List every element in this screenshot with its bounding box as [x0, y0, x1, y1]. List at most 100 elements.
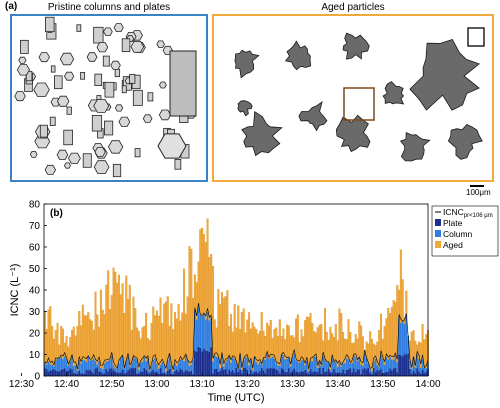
plate-bar: [186, 370, 189, 376]
plate-bar: [203, 348, 205, 376]
column-bar: [72, 365, 75, 373]
plate-bar: [251, 373, 254, 376]
column-bar: [128, 366, 131, 370]
plate-bar: [128, 369, 131, 376]
column-bar: [329, 370, 332, 373]
column-crystal: [112, 163, 122, 178]
column-bar: [224, 362, 227, 370]
plate-bar: [137, 373, 140, 376]
plate-bar: [389, 368, 391, 376]
column-bar: [282, 355, 285, 370]
column-bar: [307, 370, 310, 374]
plate-bar: [304, 369, 307, 376]
x-tick-label: 12:40: [54, 379, 79, 390]
column-bar: [345, 358, 348, 370]
aged-bar: [331, 333, 334, 359]
column-crystal: [66, 106, 72, 115]
plate-bar: [181, 370, 184, 376]
plate-bar: [179, 368, 182, 376]
column-bar: [44, 362, 46, 369]
column-bar: [309, 361, 312, 369]
plate-bar: [166, 370, 169, 376]
plate-bar: [110, 368, 113, 376]
column-bar: [347, 359, 350, 370]
plate-bar: [192, 373, 194, 376]
column-bar: [71, 355, 73, 370]
column-bar: [416, 353, 419, 369]
column-bar: [401, 321, 404, 357]
plate-crystal: [158, 109, 172, 121]
aged-bar: [193, 274, 196, 311]
aged-bar: [389, 313, 392, 357]
aged-bar: [71, 330, 74, 356]
column-bar: [264, 359, 267, 374]
column-bar: [172, 371, 175, 374]
aged-bar: [220, 292, 223, 356]
aged-particle: [399, 132, 431, 162]
plate-bar: [371, 373, 373, 376]
plate-bar: [71, 369, 73, 376]
plate-bar: [360, 373, 363, 376]
plate-bar: [282, 369, 285, 376]
column-bar: [369, 369, 372, 373]
aged-particle: [409, 39, 481, 111]
plate-bar: [105, 368, 108, 376]
column-bar: [157, 368, 160, 374]
plate-bar: [354, 371, 357, 376]
column-bar: [363, 353, 366, 369]
plate-crystal: [130, 40, 145, 53]
plate-bar: [248, 373, 250, 376]
aged-bar: [179, 320, 182, 360]
column-bar: [226, 359, 229, 374]
x-tick-label: 13:40: [325, 379, 350, 390]
plate-bar: [394, 367, 397, 376]
plate-crystal: [86, 52, 98, 62]
aged-bar: [170, 303, 173, 366]
column-bar: [320, 366, 323, 374]
column-bar: [286, 358, 288, 372]
plate-bar: [311, 372, 314, 376]
aged-bar: [183, 268, 186, 362]
column-bar: [376, 365, 379, 370]
aged-bar: [255, 329, 258, 363]
plate-bar: [401, 356, 404, 376]
column-bar: [112, 365, 115, 371]
column-bar: [159, 364, 162, 368]
plate-bar: [76, 373, 79, 376]
plate-bar: [423, 372, 426, 376]
aged-bar: [280, 336, 283, 355]
plate-bar: [89, 369, 91, 376]
plate-bar: [143, 367, 146, 376]
aged-bar: [323, 308, 326, 360]
aged-bar: [103, 314, 106, 364]
column-bar: [85, 361, 88, 370]
column-bar: [190, 364, 193, 371]
column-bar: [181, 359, 184, 371]
column-bar: [204, 319, 207, 351]
plate-bar: [150, 371, 153, 376]
aged-bar: [117, 274, 120, 364]
plate-bar: [121, 369, 124, 376]
column-bar: [336, 367, 339, 374]
column-bar: [392, 359, 395, 369]
aged-bar: [175, 318, 178, 366]
aged-bar: [275, 327, 278, 363]
column-bar: [107, 360, 110, 372]
x-tick-label: 12:50: [99, 379, 124, 390]
column-bar: [372, 362, 375, 368]
column-crystal: [82, 153, 92, 168]
column-bar: [54, 360, 57, 371]
column-bar: [118, 363, 120, 373]
plate-bar: [90, 371, 93, 376]
column-bar: [228, 356, 231, 370]
column-bar: [165, 371, 167, 374]
column-bar: [192, 360, 194, 374]
plate-crystal: [142, 114, 153, 123]
column-crystal: [104, 120, 114, 136]
plate-crystal: [158, 81, 167, 89]
plate-bar: [253, 371, 256, 376]
plate-bar: [372, 367, 375, 376]
column-bar: [356, 361, 359, 370]
plate-bar: [152, 369, 155, 376]
aged-bar: [334, 324, 337, 362]
